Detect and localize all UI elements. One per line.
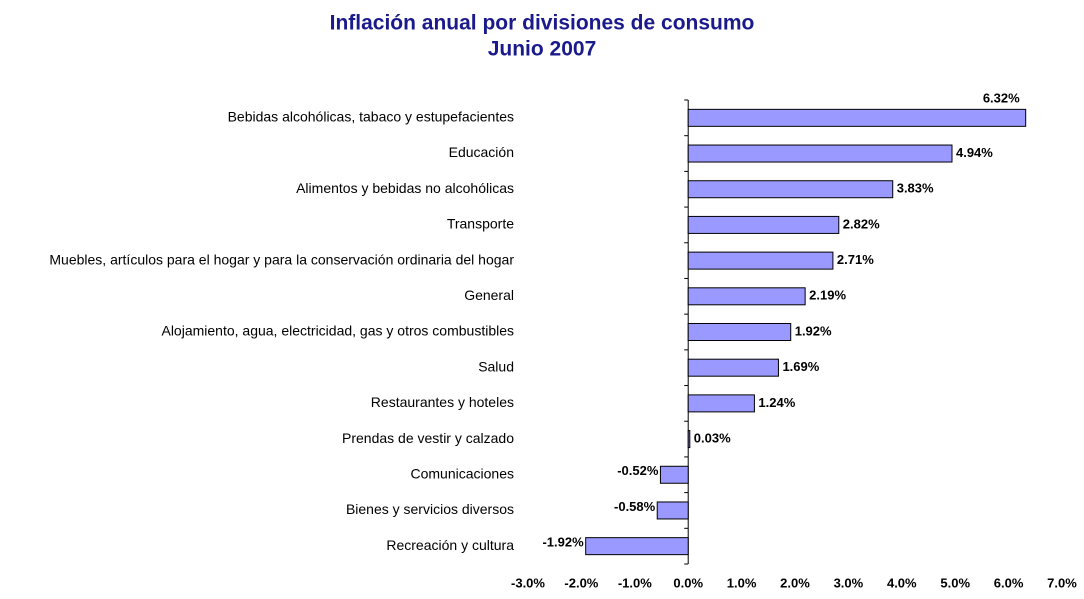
bar xyxy=(687,394,755,413)
y-tick-label: Bebidas alcohólicas, tabaco y estupefaci… xyxy=(228,109,514,125)
bar xyxy=(656,501,689,520)
bar xyxy=(687,144,953,163)
bar xyxy=(687,358,779,377)
x-tick-label: -2.0% xyxy=(564,575,598,590)
y-tick-label: Prendas de vestir y calzado xyxy=(342,430,514,446)
value-label: 0.03% xyxy=(694,431,731,446)
x-tick-label: 2.0% xyxy=(780,575,810,590)
y-tick-label: Muebles, artículos para el hogar y para … xyxy=(49,251,514,267)
y-tick-label: Restaurantes y hoteles xyxy=(371,394,514,410)
bar xyxy=(687,108,1027,127)
x-tick-label: -1.0% xyxy=(618,575,652,590)
y-tick-label: General xyxy=(464,287,514,303)
value-label: 2.19% xyxy=(809,288,846,303)
value-label: 1.69% xyxy=(782,359,819,374)
value-label: 6.32% xyxy=(983,90,1020,105)
bar xyxy=(687,287,806,306)
x-tick-label: 5.0% xyxy=(940,575,970,590)
x-tick-label: 1.0% xyxy=(727,575,757,590)
y-tick-label: Alimentos y bebidas no alcohólicas xyxy=(296,180,514,196)
bar xyxy=(687,430,691,449)
y-tick-label: Salud xyxy=(478,358,514,374)
bar xyxy=(687,323,792,341)
value-label: 1.24% xyxy=(758,395,795,410)
value-label: 2.82% xyxy=(843,216,880,231)
x-tick-label: 0.0% xyxy=(673,575,703,590)
x-tick-label: -3.0% xyxy=(511,575,545,590)
bar xyxy=(687,251,834,270)
y-tick-label: Comunicaciones xyxy=(411,465,515,481)
value-label: -1.92% xyxy=(542,535,584,550)
bar xyxy=(687,215,840,234)
x-tick-label: 6.0% xyxy=(994,575,1024,590)
value-label: 3.83% xyxy=(897,181,934,196)
x-tick-label: 4.0% xyxy=(887,575,917,590)
x-tick-label: 7.0% xyxy=(1047,575,1077,590)
value-label: 4.94% xyxy=(956,145,993,160)
y-tick-label: Bienes y servicios diversos xyxy=(346,501,514,517)
y-tick-label: Alojamiento, agua, electricidad, gas y o… xyxy=(161,323,514,339)
y-tick-label: Transporte xyxy=(447,216,514,232)
bar xyxy=(659,465,689,484)
value-label: 1.92% xyxy=(795,323,832,338)
bar xyxy=(687,180,894,199)
value-label: -0.58% xyxy=(614,499,656,514)
bar xyxy=(585,537,689,556)
y-tick-label: Educación xyxy=(449,144,514,160)
y-tick-label: Recreación y cultura xyxy=(386,537,514,553)
chart-subtitle: Junio 2007 xyxy=(488,38,597,61)
chart-title: Inflación anual por divisiones de consum… xyxy=(330,12,755,35)
value-label: 2.71% xyxy=(837,252,874,267)
x-tick-label: 3.0% xyxy=(834,575,864,590)
value-label: -0.52% xyxy=(617,463,659,478)
